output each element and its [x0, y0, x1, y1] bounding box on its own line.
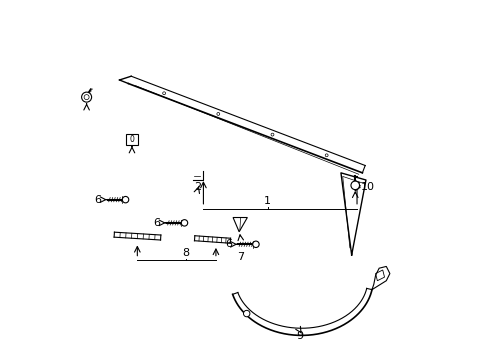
Bar — [125, 134, 138, 145]
Circle shape — [122, 197, 128, 203]
Circle shape — [252, 241, 259, 248]
Text: 4: 4 — [83, 93, 90, 103]
Text: 1: 1 — [264, 197, 271, 206]
Text: 7: 7 — [237, 252, 244, 262]
Text: 6: 6 — [94, 195, 102, 204]
Text: 6: 6 — [224, 239, 231, 249]
Text: 6: 6 — [153, 218, 160, 228]
Circle shape — [270, 133, 273, 136]
Circle shape — [84, 95, 89, 100]
Text: 10: 10 — [360, 182, 374, 192]
Text: 2: 2 — [194, 182, 201, 192]
Polygon shape — [233, 217, 247, 232]
Circle shape — [181, 220, 187, 226]
Text: 8: 8 — [182, 248, 189, 258]
Text: 3: 3 — [351, 182, 358, 192]
Circle shape — [325, 154, 327, 157]
Circle shape — [350, 181, 359, 190]
Text: 0: 0 — [129, 135, 134, 144]
Circle shape — [163, 92, 165, 95]
Circle shape — [81, 92, 91, 102]
Circle shape — [243, 310, 249, 317]
Text: 5: 5 — [128, 136, 135, 146]
Text: 9: 9 — [296, 331, 303, 341]
Circle shape — [217, 113, 219, 115]
